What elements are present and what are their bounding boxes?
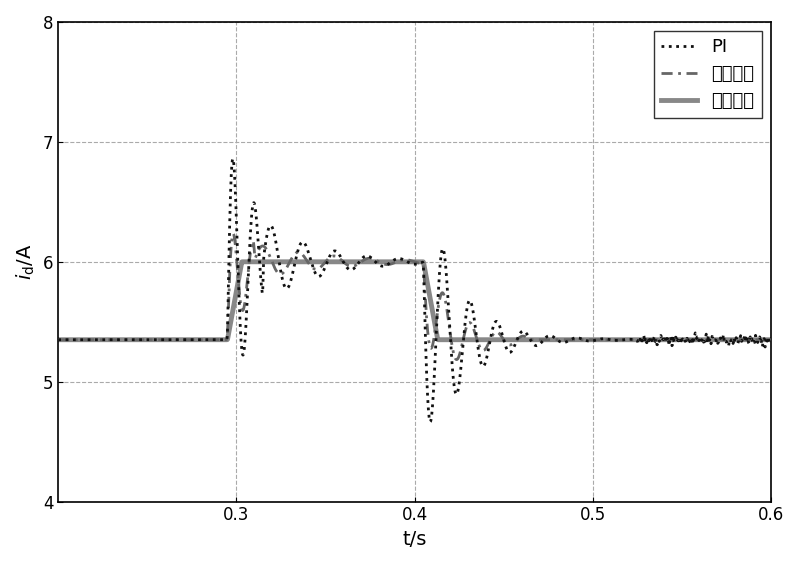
Y-axis label: $i_{\rm d}$/A: $i_{\rm d}$/A — [15, 244, 38, 280]
Legend: PI, 线性滑模, 高阶滑模: PI, 线性滑模, 高阶滑模 — [654, 31, 762, 117]
X-axis label: t/s: t/s — [403, 530, 427, 549]
